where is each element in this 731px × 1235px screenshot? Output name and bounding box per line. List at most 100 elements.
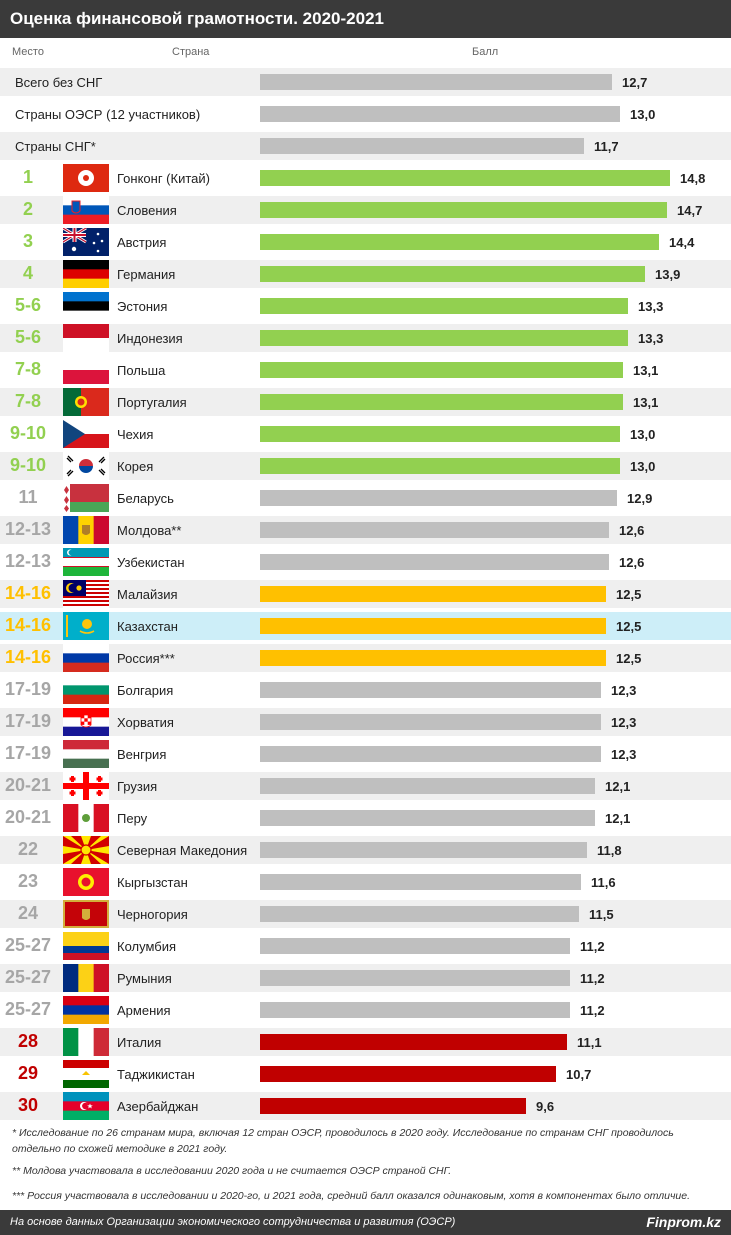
data-label: 12,3 (611, 747, 637, 762)
flag-hongkong-icon (63, 164, 109, 192)
bar (260, 330, 628, 346)
country-row: 14-16 Россия*** 12,5 (0, 644, 731, 672)
country-label: Кыргызстан (117, 875, 188, 890)
country-row: 14-16 Малайзия 12,5 (0, 580, 731, 608)
rank-label: 9-10 (9, 423, 47, 443)
flag-estonia-icon (63, 292, 109, 320)
data-label: 13,3 (638, 331, 664, 346)
brand-logo-text: Finprom.kz (646, 1214, 721, 1230)
data-label: 13,3 (638, 299, 664, 314)
rank-label: 22 (17, 839, 39, 859)
bar (260, 746, 601, 762)
country-label: Казахстан (117, 619, 178, 634)
country-label: Италия (117, 1035, 162, 1050)
rank-label: 3 (22, 231, 33, 251)
country-row: 12-13 Молдова** 12,6 (0, 516, 731, 544)
country-row: 23 Кыргызстан 11,6 (0, 868, 731, 896)
rank-label: 14-16 (4, 647, 52, 667)
data-label: 11,8 (597, 843, 622, 858)
flag-montenegro-icon (63, 900, 109, 928)
country-row: 9-10 Корея 13,0 (0, 452, 731, 480)
bar (260, 298, 628, 314)
flag-russia-icon (63, 644, 109, 672)
country-row: 5-6 Индонезия 13,3 (0, 324, 731, 352)
footnote-2: ** Молдова участвовала в исследовании 20… (12, 1165, 452, 1177)
rank-label: 17-19 (4, 679, 52, 699)
bar (260, 1066, 556, 1082)
data-label: 12,6 (619, 555, 645, 570)
country-label: Болгария (117, 683, 174, 698)
country-row: 30 Азербайджан 9,6 (0, 1092, 731, 1120)
country-row: 1 Гонконг (Китай) 14,8 (0, 164, 731, 192)
country-label: Молдова** (117, 523, 182, 538)
bar (260, 266, 645, 282)
rank-label: 9-10 (9, 455, 47, 475)
flag-armenia-icon (63, 996, 109, 1024)
country-label: Португалия (117, 395, 187, 410)
flag-indonesia-icon (63, 324, 109, 352)
data-label: 11,2 (580, 971, 605, 986)
aggregate-row: Страны ОЭСР (12 участников) 13,0 (0, 100, 731, 128)
country-label: Румыния (117, 971, 172, 986)
title-bar: Оценка финансовой грамотности. 2020-2021 (0, 0, 731, 38)
country-label: Черногория (117, 907, 188, 922)
country-label: Перу (117, 811, 148, 826)
flag-moldova-icon (63, 516, 109, 544)
footer-bar: На основе данных Организации экономическ… (0, 1210, 731, 1235)
bar (260, 650, 606, 666)
country-label: Россия*** (117, 651, 175, 666)
country-label: Австрия (117, 235, 167, 250)
data-label: 11,1 (577, 1035, 602, 1050)
bar (260, 842, 587, 858)
country-row: 17-19 Болгария 12,3 (0, 676, 731, 704)
data-label: 12,3 (611, 683, 637, 698)
rank-label: 17-19 (4, 743, 52, 763)
country-row: 25-27 Румыния 11,2 (0, 964, 731, 992)
aggregate-label: Страны СНГ* (15, 139, 96, 154)
country-row: 25-27 Армения 11,2 (0, 996, 731, 1024)
rank-label: 11 (18, 487, 38, 507)
rank-label: 14-16 (4, 615, 52, 635)
data-label: 14,7 (677, 203, 703, 218)
rank-label: 25-27 (4, 967, 52, 987)
rank-label: 5-6 (14, 295, 41, 315)
flag-italy-icon (63, 1028, 109, 1056)
rank-label: 12-13 (4, 519, 52, 539)
flag-poland-icon (63, 356, 109, 384)
data-label: 12,1 (605, 779, 631, 794)
data-label: 11,6 (591, 875, 616, 890)
rank-label: 14-16 (4, 583, 52, 603)
country-label: Германия (117, 267, 176, 282)
aggregate-row: Всего без СНГ 12,7 (0, 68, 731, 96)
data-label: 11,7 (594, 139, 619, 154)
country-row: 28 Италия 11,1 (0, 1028, 731, 1056)
data-label: 11,2 (580, 939, 605, 954)
flag-korea-icon (63, 452, 109, 480)
bar (260, 490, 617, 506)
bar (260, 554, 609, 570)
data-label: 9,6 (536, 1099, 555, 1114)
country-row: 7-8 Польша 13,1 (0, 356, 731, 384)
bar (260, 362, 623, 378)
country-label: Гонконг (Китай) (117, 171, 210, 186)
bar (260, 1098, 526, 1114)
country-label: Таджикистан (117, 1067, 195, 1082)
footnote-3: *** Россия участвовала в исследовании и … (12, 1190, 691, 1202)
bar (260, 714, 601, 730)
country-label: Польша (117, 363, 166, 378)
country-label: Венгрия (117, 747, 167, 762)
country-label: Узбекистан (117, 555, 185, 570)
data-label: 13,0 (630, 107, 656, 122)
data-label: 11,2 (580, 1003, 605, 1018)
bar (260, 170, 670, 186)
country-label: Малайзия (117, 587, 178, 602)
country-label: Колумбия (117, 939, 176, 954)
bar (260, 1034, 567, 1050)
flag-slovenia-icon (63, 196, 109, 224)
data-label: 12,9 (627, 491, 653, 506)
country-row: 12-13 Узбекистан 12,6 (0, 548, 731, 576)
bar (260, 810, 595, 826)
aggregate-label: Страны ОЭСР (12 участников) (15, 107, 201, 122)
country-label: Словения (117, 203, 177, 218)
country-label: Индонезия (117, 331, 183, 346)
